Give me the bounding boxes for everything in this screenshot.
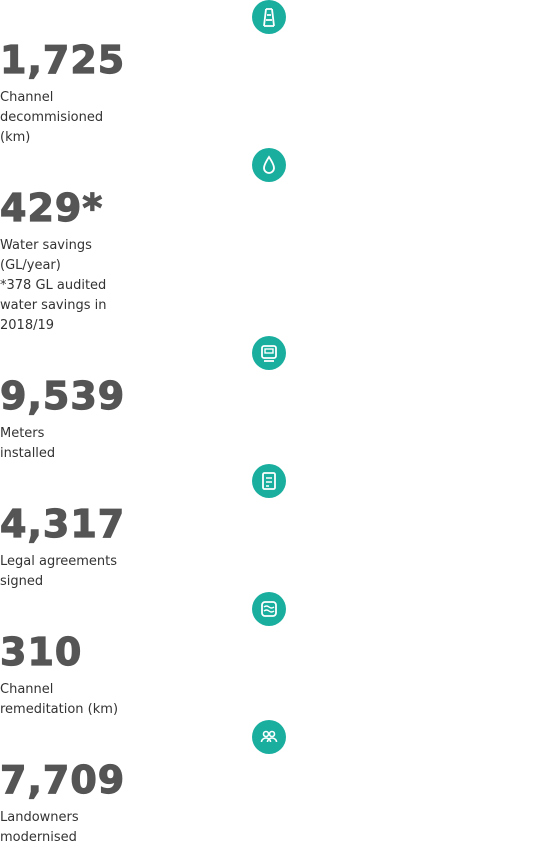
label-line: (km)	[0, 130, 31, 145]
page: 1,725 Channel decommisioned (km) 429* Water s…	[0, 0, 286, 845]
icon	[252, 464, 286, 498]
label-line: Meters	[0, 426, 45, 441]
stat-label: Water savings (GL/year) *378 GL audited wat…	[0, 236, 538, 336]
stat-icon	[0, 592, 538, 626]
stat-icon	[0, 720, 538, 754]
label-line: water savings in	[0, 298, 107, 313]
stat-label: Meters installed	[0, 424, 538, 464]
stat-label: Channel decommisioned (km)	[0, 88, 538, 148]
label-line: Legal agreements	[0, 554, 118, 569]
stat-label: Channel remeditation (km)	[0, 680, 538, 720]
icon	[252, 148, 286, 182]
stat-label: Legal agreements signed	[0, 552, 538, 592]
label-line: 2018/19	[0, 318, 55, 333]
label-line: (GL/year)	[0, 258, 61, 273]
label-line: Landowners	[0, 810, 79, 825]
stat: 7,709 Landowners modernised	[0, 720, 538, 848]
stat-icon	[0, 148, 538, 182]
icon	[252, 720, 286, 754]
label-line: Channel	[0, 90, 54, 105]
stat: 1,725 Channel decommisioned (km)	[0, 0, 538, 148]
label-line: signed	[0, 574, 44, 589]
stat-label: Landowners modernised	[0, 808, 538, 848]
label-line: decommisioned	[0, 110, 104, 125]
label-line: modernised	[0, 830, 77, 845]
stat-value: 9,539	[0, 373, 126, 418]
icon	[252, 336, 286, 370]
icon	[252, 592, 286, 626]
label-line: Channel	[0, 682, 54, 697]
label-line: Water savings	[0, 238, 92, 253]
stat-value: 310	[0, 629, 83, 674]
label-line: installed	[0, 446, 56, 461]
label-line: *378 GL audited	[0, 278, 107, 293]
stat-value: 429*	[0, 185, 104, 230]
label-line: remeditation (km)	[0, 702, 119, 717]
stat-icon	[0, 0, 538, 34]
stat-value: 4,317	[0, 501, 126, 546]
icon	[252, 0, 286, 34]
stat: 310 Channel remeditation (km)	[0, 592, 538, 720]
stat: 429* Water savings (GL/year) *378 GL audite…	[0, 148, 538, 336]
stat-value: 7,709	[0, 757, 126, 802]
stat: 4,317 Legal agreements signed	[0, 464, 538, 592]
stat-icon	[0, 464, 538, 498]
stat: 9,539 Meters installed	[0, 336, 538, 464]
stat-icon	[0, 336, 538, 370]
stat-value: 1,725	[0, 37, 126, 82]
